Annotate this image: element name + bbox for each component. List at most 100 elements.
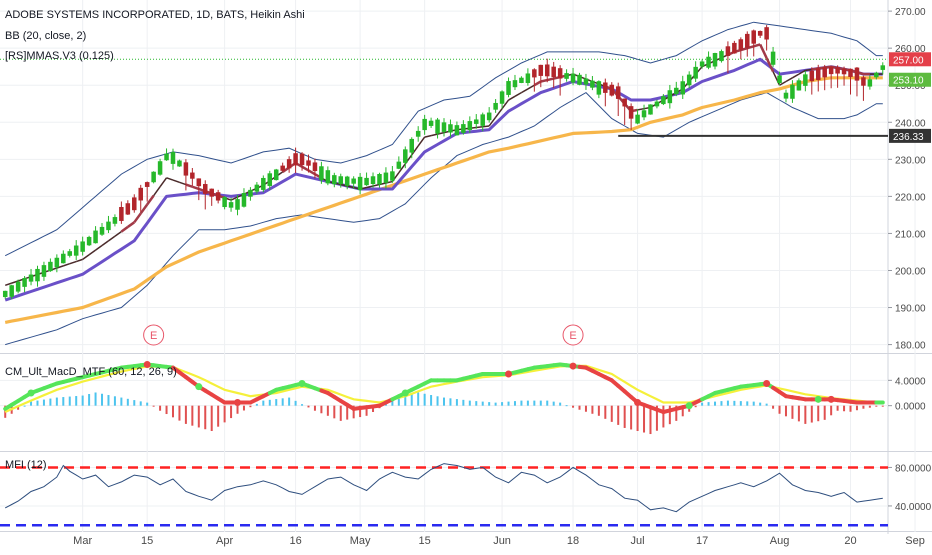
macd-histogram-bar[interactable] (784, 405, 787, 417)
heikin-ashi-candle[interactable] (738, 37, 744, 60)
heikin-ashi-candle[interactable] (9, 284, 14, 300)
heikin-ashi-candle[interactable] (848, 68, 853, 95)
heikin-ashi-candle[interactable] (435, 117, 440, 139)
heikin-ashi-candle[interactable] (235, 194, 240, 216)
macd-histogram-bar[interactable] (236, 405, 239, 414)
heikin-ashi-candle[interactable] (390, 166, 395, 183)
heikin-ashi-candle[interactable] (461, 120, 466, 135)
heikin-ashi-candle[interactable] (499, 90, 505, 109)
macd-histogram-bar[interactable] (217, 405, 220, 427)
heikin-ashi-candle[interactable] (312, 158, 318, 179)
basis-line-segment[interactable] (11, 280, 19, 284)
macd-histogram-bar[interactable] (649, 405, 652, 435)
macd-histogram-bar[interactable] (475, 401, 478, 406)
heikin-ashi-candle[interactable] (486, 107, 492, 123)
heikin-ashi-candle[interactable] (532, 68, 537, 92)
heikin-ashi-candle[interactable] (770, 46, 776, 67)
macd-cross-dot[interactable] (401, 389, 409, 397)
basis-line-segment[interactable] (521, 88, 529, 94)
macd-histogram-bar[interactable] (49, 398, 52, 406)
heikin-ashi-candle[interactable] (241, 188, 247, 208)
heikin-ashi-candle[interactable] (525, 68, 531, 86)
heikin-ashi-candle[interactable] (854, 67, 860, 97)
heikin-ashi-candle[interactable] (796, 78, 802, 91)
heikin-ashi-candle[interactable] (880, 62, 886, 75)
macd-legend[interactable]: CM_Ult_MacD_MTF (60, 12, 26, 9) (5, 366, 177, 378)
macd-histogram-bar[interactable] (133, 400, 136, 406)
macd-histogram-bar[interactable] (113, 396, 116, 406)
macd-histogram-bar[interactable] (572, 405, 575, 408)
basis-line-segment[interactable] (746, 45, 755, 50)
basis-line-segment[interactable] (508, 95, 516, 101)
basis-line-segment[interactable] (153, 186, 161, 197)
heikin-ashi-candle[interactable] (699, 59, 705, 69)
macd-histogram-bar[interactable] (346, 405, 349, 420)
macd-histogram-bar[interactable] (397, 398, 400, 406)
basis-line-segment[interactable] (637, 107, 645, 111)
heikin-ashi-candle[interactable] (125, 200, 131, 216)
heikin-ashi-candle[interactable] (635, 109, 640, 125)
macd-histogram-bar[interactable] (417, 392, 420, 406)
basis-line-segment[interactable] (798, 69, 806, 75)
macd-histogram-bar[interactable] (94, 392, 97, 406)
heikin-ashi-candle[interactable] (764, 25, 769, 51)
macd-histogram-bar[interactable] (591, 405, 594, 414)
macd-histogram-bar[interactable] (881, 405, 884, 407)
macd-histogram-bar[interactable] (55, 397, 58, 406)
macd-histogram-bar[interactable] (30, 401, 33, 406)
heikin-ashi-candle[interactable] (183, 159, 189, 191)
heikin-ashi-candle[interactable] (777, 71, 782, 86)
heikin-ashi-candle[interactable] (396, 156, 402, 170)
basis-line-segment[interactable] (759, 43, 768, 59)
macd-histogram-bar[interactable] (520, 400, 523, 406)
earnings-marker[interactable]: E (143, 324, 165, 346)
heikin-ashi-candle[interactable] (583, 73, 589, 90)
macd-histogram-bar[interactable] (101, 393, 104, 406)
macd-histogram-bar[interactable] (526, 400, 529, 406)
basis-line-segment[interactable] (805, 68, 812, 72)
macd-histogram-bar[interactable] (126, 398, 129, 406)
main-legend-symbol[interactable]: ADOBE SYSTEMS INCORPORATED, 1D, BATS, He… (5, 9, 305, 21)
macd-histogram-bar[interactable] (643, 405, 646, 433)
basis-line-segment[interactable] (82, 254, 90, 260)
heikin-ashi-candle[interactable] (512, 74, 518, 91)
basis-line-segment[interactable] (127, 221, 136, 228)
macd-histogram-bar[interactable] (23, 405, 26, 407)
mfi-legend[interactable]: MFI (12) (5, 459, 47, 471)
macd-histogram-bar[interactable] (836, 405, 839, 411)
macd-histogram-bar[interactable] (772, 405, 775, 409)
heikin-ashi-candle[interactable] (667, 84, 673, 109)
macd-histogram-bar[interactable] (410, 394, 413, 406)
macd-histogram-bar[interactable] (584, 405, 587, 412)
macd-histogram-bar[interactable] (223, 405, 226, 423)
heikin-ashi-candle[interactable] (828, 65, 834, 89)
heikin-ashi-candle[interactable] (351, 176, 356, 189)
basis-line-segment[interactable] (792, 73, 800, 79)
heikin-ashi-candle[interactable] (519, 76, 524, 84)
macd-histogram-bar[interactable] (36, 400, 39, 406)
basis-line-segment[interactable] (185, 183, 193, 188)
heikin-ashi-candle[interactable] (112, 214, 118, 227)
heikin-ashi-candle[interactable] (809, 67, 815, 95)
macd-histogram-bar[interactable] (849, 405, 852, 412)
macd-histogram-bar[interactable] (610, 405, 613, 422)
macd-histogram-bar[interactable] (830, 405, 833, 416)
basis-line-segment[interactable] (437, 131, 445, 135)
macd-histogram-bar[interactable] (810, 405, 813, 423)
heikin-ashi-candle[interactable] (448, 119, 453, 138)
heikin-ashi-candle[interactable] (577, 72, 582, 86)
macd-histogram-bar[interactable] (720, 401, 723, 406)
macd-histogram-bar[interactable] (565, 405, 568, 407)
macd-histogram-bar[interactable] (262, 400, 265, 406)
heikin-ashi-candle[interactable] (544, 58, 550, 83)
macd-histogram-bar[interactable] (449, 398, 452, 406)
heikin-ashi-candle[interactable] (874, 71, 879, 80)
macd-histogram-bar[interactable] (778, 405, 781, 414)
macd-histogram-bar[interactable] (817, 405, 820, 422)
sma-purple-line[interactable] (4, 57, 883, 302)
basis-line-segment[interactable] (740, 46, 748, 52)
basis-line-segment[interactable] (4, 282, 12, 287)
macd-histogram-bar[interactable] (539, 400, 542, 406)
basis-line-segment[interactable] (95, 244, 103, 251)
heikin-ashi-candle[interactable] (73, 240, 79, 261)
